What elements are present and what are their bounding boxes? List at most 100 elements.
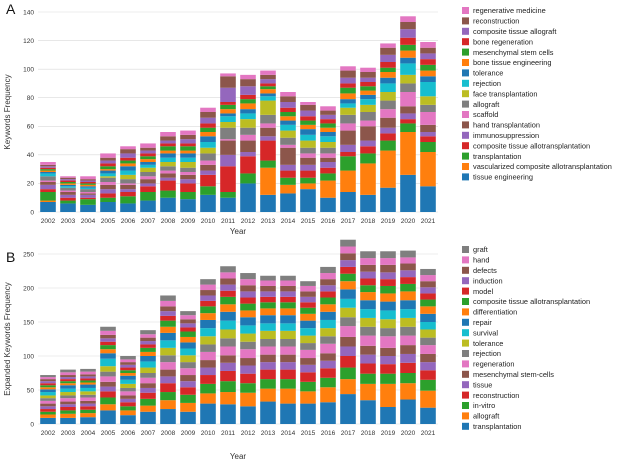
chart-a-bar-2019-bone-regeneration xyxy=(380,62,396,68)
chart-b-bar-2007-survival xyxy=(140,361,156,368)
chart-a-bar-2005-tolerance xyxy=(100,170,116,174)
chart-b-bar-2014-hand xyxy=(280,280,296,286)
chart-b-bar-2003-tissue xyxy=(60,404,76,407)
chart-b-bar-2005-differentiation xyxy=(100,349,116,354)
chart-b-bar-2021-survival xyxy=(420,322,436,330)
chart-a-bar-2014-mesenchymal-stem-cells xyxy=(280,112,296,117)
chart-b-x-tick-label: 2002 xyxy=(41,430,56,437)
chart-a-bar-2021-reconstruction xyxy=(420,47,436,54)
chart-a-bar-2010-composite-tissue-allotransplantation xyxy=(200,174,216,187)
chart-a-bar-2018-regenerative-medicine xyxy=(360,67,376,72)
chart-b-bar-2016-tolerance xyxy=(320,328,336,337)
chart-a-bar-2013-regenerative-medicine xyxy=(260,70,276,75)
chart-a-bar-2010-composite-tissue-allograft xyxy=(200,117,216,124)
chart-b-bar-2005-repair xyxy=(100,353,116,359)
chart-b-x-tick-label: 2017 xyxy=(341,430,356,437)
chart-b-bar-2009-tissue xyxy=(180,381,196,388)
chart-b-bar-2002-reconstruction xyxy=(40,409,56,412)
chart-a-bar-2015-tissue-engineering xyxy=(300,189,316,212)
chart-b-bar-2011-hand xyxy=(220,272,236,279)
chart-a-bar-2007-bone-regeneration xyxy=(140,153,156,157)
chart-b-bar-2011-defects xyxy=(220,278,236,285)
chart-b-bar-2003-repair xyxy=(60,385,76,389)
chart-b-legend-label: repair xyxy=(473,318,492,327)
chart-a-bar-2002-tissue-engineering xyxy=(40,202,56,212)
chart-a-bar-2012-immunosuppression xyxy=(240,152,256,157)
chart-b-bar-2017-differentiation xyxy=(340,281,356,290)
chart-b-bar-2009-differentiation xyxy=(180,336,196,343)
chart-b-bar-2011-in-vitro xyxy=(220,381,236,393)
chart-b-bar-2002-induction xyxy=(40,381,56,384)
chart-b-bar-2013-allograft xyxy=(260,388,276,402)
chart-b-bar-2009-mesenchymal-stem-cells xyxy=(180,375,196,382)
chart-a-bar-2004-regenerative-medicine xyxy=(80,176,96,180)
chart-a-bar-2004-reconstruction xyxy=(80,179,96,181)
chart-a-bar-2015-bone-regeneration xyxy=(300,116,316,121)
chart-a-bar-2006-hand-transplantation xyxy=(120,184,136,190)
chart-a-bar-2003-bone-tissue-engineering xyxy=(60,183,76,185)
chart-b-bar-2018-transplantation xyxy=(360,400,376,424)
chart-a-bar-2007-composite-tissue-allograft xyxy=(140,150,156,154)
chart-b-bar-2004-regeneration xyxy=(80,397,96,401)
chart-a-bar-2014-rejection xyxy=(280,124,296,131)
chart-b-bar-2016-mesenchymal-stem-cells xyxy=(320,353,336,361)
chart-b-bar-2009-graft xyxy=(180,311,196,316)
chart-b-bar-2013-mesenchymal-stem-cells xyxy=(260,354,276,363)
chart-b-bar-2019-transplantation xyxy=(380,407,396,424)
chart-a-bar-2017-composite-tissue-allograft xyxy=(340,77,356,84)
chart-b-y-tick-label: 250 xyxy=(23,251,34,258)
chart-a-x-tick-label: 2016 xyxy=(321,218,336,225)
chart-b-bar-2016-rejection xyxy=(320,336,336,344)
chart-b-bar-2017-regeneration xyxy=(340,326,356,337)
chart-a-bar-2017-bone-regeneration xyxy=(340,83,356,88)
chart-b-bar-2014-induction xyxy=(280,291,296,297)
chart-a-bar-2011-immunosuppression xyxy=(220,154,236,167)
chart-b-bar-2016-repair xyxy=(320,311,336,320)
chart-a-legend-swatch xyxy=(462,100,469,108)
chart-b-bar-2015-regeneration xyxy=(300,349,316,359)
chart-b-bar-2012-hand xyxy=(240,279,256,286)
chart-b-bar-2013-tissue xyxy=(260,362,276,370)
chart-a-bar-2012-regenerative-medicine xyxy=(240,74,256,80)
chart-a-bar-2015-vascularized-composite-allotransplantation xyxy=(300,183,316,190)
chart-a-bar-2008-allograft xyxy=(160,166,176,171)
chart-b-bar-2018-composite-tissue-allotransplantation xyxy=(360,285,376,293)
chart-b-bar-2005-tissue xyxy=(100,386,116,392)
chart-a-bar-2004-mesenchymal-stem-cells xyxy=(80,183,96,185)
chart-b-bar-2003-reconstruction xyxy=(60,407,76,411)
chart-b-bar-2012-model xyxy=(240,297,256,304)
chart-b-bar-2010-graft xyxy=(200,279,216,285)
chart-b-bar-2018-graft xyxy=(360,251,376,259)
chart-a-bar-2010-transplantation xyxy=(200,186,216,195)
chart-a-y-tick-label: 140 xyxy=(23,9,34,16)
chart-b-bar-2020-composite-tissue-allotransplantation xyxy=(400,283,416,292)
chart-b-bar-2015-model xyxy=(300,302,316,308)
chart-a-bar-2018-immunosuppression xyxy=(360,140,376,147)
chart-b-bar-2002-tissue xyxy=(40,406,56,410)
chart-b-legend-label: survival xyxy=(473,328,498,337)
chart-b-bar-2010-allograft xyxy=(200,393,216,404)
chart-a-bar-2012-mesenchymal-stem-cells xyxy=(240,99,256,104)
chart-a-bar-2002-allograft xyxy=(40,176,56,181)
chart-a-legend-swatch xyxy=(462,90,469,98)
chart-b-legend-swatch xyxy=(462,350,469,357)
chart-b-bar-2005-mesenchymal-stem-cells xyxy=(100,381,116,387)
chart-a-bar-2009-tissue-engineering xyxy=(180,199,196,212)
chart-b-bar-2005-survival xyxy=(100,358,116,367)
chart-b-bar-2019-rejection xyxy=(380,328,396,337)
chart-a-bar-2017-immunosuppression xyxy=(340,144,356,152)
chart-a-bar-2010-allograft xyxy=(200,153,216,161)
chart-b-bar-2003-in-vitro xyxy=(60,410,76,414)
chart-b-x-tick-label: 2006 xyxy=(121,430,136,437)
chart-a-bar-2019-allograft xyxy=(380,100,396,110)
chart-a-legend-label: reconstruction xyxy=(473,17,519,26)
chart-b-bar-2021-hand xyxy=(420,275,436,282)
chart-a-bar-2003-allograft xyxy=(60,187,76,191)
chart-a-bar-2021-bone-tissue-engineering xyxy=(420,70,436,77)
chart-a-bar-2003-transplantation xyxy=(60,200,76,204)
chart-b-y-tick-label: 50 xyxy=(27,387,35,394)
chart-b-x-tick-label: 2014 xyxy=(281,430,296,437)
chart-b-bar-2020-survival xyxy=(400,309,416,318)
chart-a-x-tick-label: 2018 xyxy=(361,218,376,225)
chart-a-bar-2012-face-transplantation xyxy=(240,119,256,128)
